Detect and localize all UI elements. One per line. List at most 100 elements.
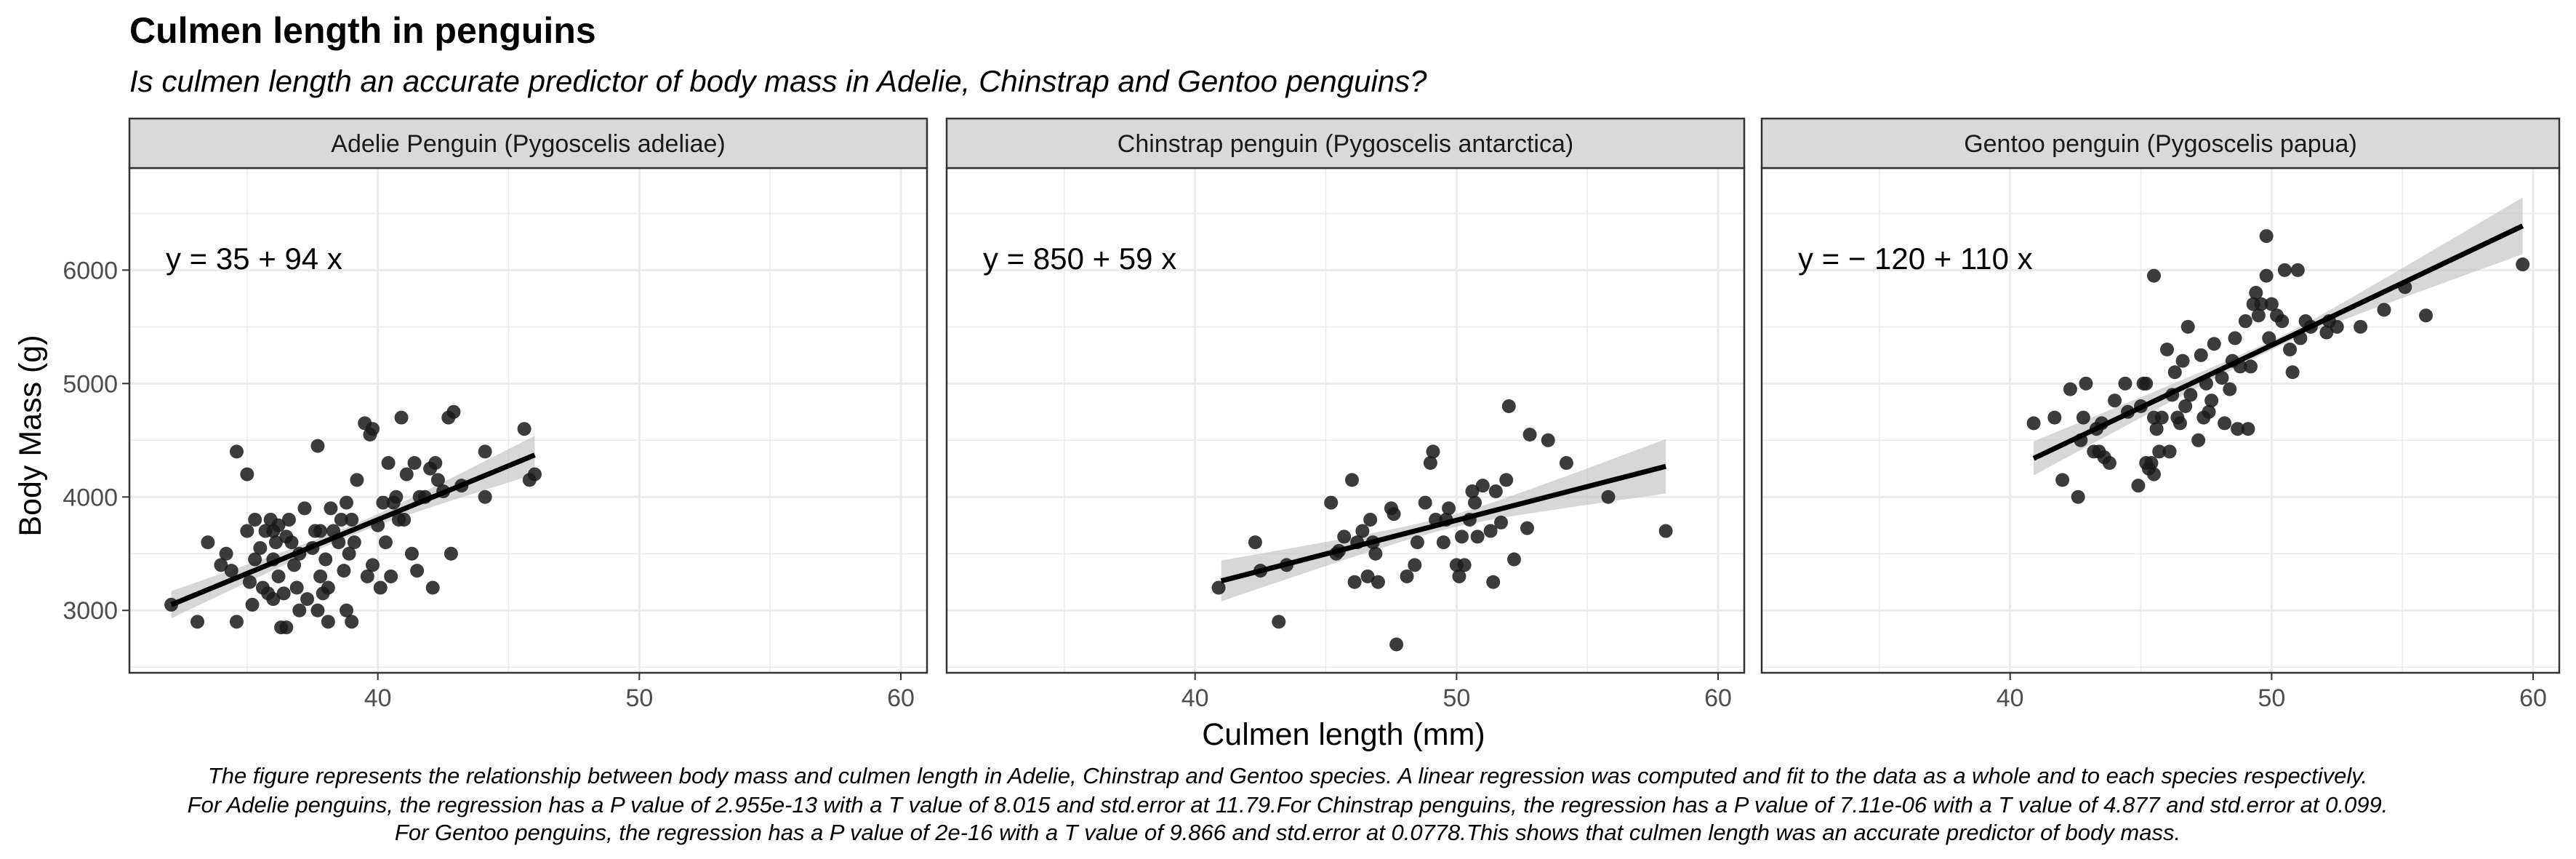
data-point bbox=[1337, 530, 1352, 544]
data-point bbox=[2149, 422, 2164, 436]
data-point bbox=[444, 546, 458, 561]
data-point bbox=[2154, 410, 2169, 425]
data-point bbox=[2147, 268, 2162, 283]
data-point bbox=[2275, 314, 2290, 329]
data-point bbox=[2194, 348, 2208, 362]
data-point bbox=[240, 467, 254, 482]
data-point bbox=[345, 615, 359, 629]
data-point bbox=[1272, 615, 1286, 629]
data-point bbox=[284, 535, 299, 550]
data-point bbox=[478, 490, 492, 504]
data-point bbox=[2285, 365, 2300, 380]
data-point bbox=[2262, 331, 2276, 345]
data-point bbox=[1522, 427, 1537, 442]
data-point bbox=[2202, 404, 2216, 419]
data-point bbox=[1442, 501, 1456, 516]
data-point bbox=[2330, 319, 2344, 334]
data-point bbox=[1387, 507, 1401, 522]
data-point bbox=[2223, 382, 2237, 396]
data-point bbox=[1324, 495, 1339, 510]
data-point bbox=[324, 501, 338, 516]
data-point bbox=[242, 575, 257, 589]
y-tick-label: 6000 bbox=[63, 257, 118, 284]
facet-panel-1: y = 35 + 94 x Adelie Penguin (Pygoscelis … bbox=[128, 117, 928, 712]
y-axis-title: Body Mass (g) bbox=[13, 335, 48, 536]
data-point bbox=[321, 580, 335, 595]
data-point bbox=[321, 615, 335, 629]
data-point bbox=[201, 535, 215, 550]
x-tick-label: 50 bbox=[2258, 684, 2285, 712]
data-point bbox=[1344, 473, 1359, 487]
data-point bbox=[1486, 575, 1501, 589]
data-point bbox=[2055, 473, 2070, 487]
data-point bbox=[384, 569, 398, 583]
data-point bbox=[2047, 410, 2062, 425]
data-point bbox=[313, 524, 328, 538]
data-point bbox=[334, 512, 348, 527]
data-point bbox=[2108, 393, 2122, 408]
data-point bbox=[2259, 268, 2274, 283]
data-point bbox=[2238, 314, 2252, 329]
data-point bbox=[245, 597, 260, 612]
facet-panel-2: y = 850 + 59 x Chinstrap penguin (Pygosce… bbox=[945, 117, 1746, 712]
regression-equation: y = 35 + 94 x bbox=[166, 241, 342, 276]
data-point bbox=[399, 467, 414, 482]
data-point bbox=[229, 444, 244, 459]
data-point bbox=[340, 603, 354, 618]
data-point bbox=[373, 580, 388, 595]
data-point bbox=[253, 540, 268, 555]
y-axis-ticks: 3000 4000 5000 6000 bbox=[63, 257, 129, 625]
data-point bbox=[2204, 393, 2219, 408]
data-point bbox=[287, 558, 302, 572]
data-point bbox=[1248, 535, 1262, 550]
data-point bbox=[190, 615, 205, 629]
data-point bbox=[1408, 558, 1422, 572]
data-point bbox=[1520, 521, 1534, 535]
data-point bbox=[342, 546, 356, 561]
data-point bbox=[340, 495, 354, 510]
x-tick-label: 40 bbox=[1181, 684, 1209, 712]
data-point bbox=[1506, 552, 1521, 567]
data-point bbox=[1418, 495, 1432, 510]
data-point bbox=[2102, 455, 2116, 470]
data-point bbox=[271, 518, 286, 532]
x-tick-label: 60 bbox=[887, 684, 915, 712]
data-point bbox=[2076, 410, 2090, 425]
data-point bbox=[397, 512, 412, 527]
facet-strip-label: Adelie Penguin (Pygoscelis adeliae) bbox=[331, 130, 725, 158]
regression-line bbox=[2032, 223, 2524, 461]
data-point bbox=[224, 564, 238, 578]
data-point bbox=[2162, 444, 2177, 459]
data-point bbox=[2251, 308, 2266, 323]
data-point bbox=[2207, 337, 2221, 351]
data-point bbox=[345, 512, 359, 527]
data-point bbox=[347, 535, 361, 550]
data-point bbox=[229, 615, 244, 629]
data-point bbox=[1457, 558, 1472, 572]
y-tick-label: 5000 bbox=[63, 370, 118, 398]
data-point bbox=[2191, 433, 2206, 447]
data-point bbox=[2290, 263, 2305, 277]
data-point bbox=[2218, 416, 2232, 431]
data-point bbox=[1658, 524, 1673, 538]
data-point bbox=[2231, 422, 2245, 436]
data-point bbox=[2249, 286, 2263, 300]
y-tick-label: 4000 bbox=[63, 484, 118, 511]
data-point bbox=[1468, 495, 1482, 510]
data-point bbox=[2131, 479, 2146, 493]
data-point bbox=[310, 603, 325, 618]
data-point bbox=[1501, 399, 1516, 414]
y-tick-label: 3000 bbox=[63, 597, 118, 625]
data-point bbox=[1488, 484, 1503, 498]
x-tick-label: 50 bbox=[1443, 684, 1470, 712]
data-point bbox=[1355, 524, 1370, 538]
data-point bbox=[248, 512, 262, 527]
data-point bbox=[2283, 343, 2298, 357]
data-point bbox=[527, 467, 542, 482]
data-point bbox=[318, 552, 333, 567]
data-point bbox=[2167, 365, 2182, 380]
confidence-band bbox=[171, 436, 535, 619]
data-point bbox=[425, 580, 440, 595]
data-point bbox=[248, 552, 262, 567]
data-point bbox=[240, 524, 254, 538]
